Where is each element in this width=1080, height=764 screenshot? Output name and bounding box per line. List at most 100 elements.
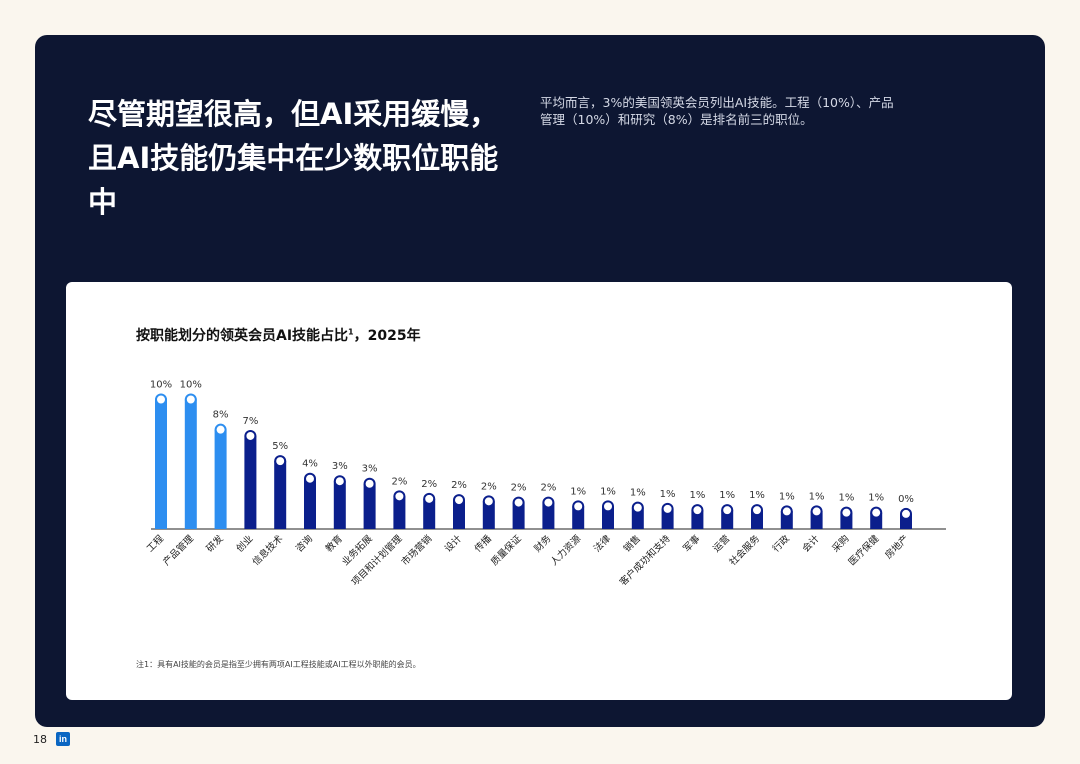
bar-cap-marker xyxy=(482,495,495,508)
category-label: 信息技术 xyxy=(250,532,286,568)
data-label: 10% xyxy=(150,380,172,391)
bar-cap-marker xyxy=(691,504,704,517)
data-label: 1% xyxy=(689,490,705,501)
data-label: 2% xyxy=(511,483,527,494)
bar-cap-marker xyxy=(900,507,912,520)
category-label: 设计 xyxy=(442,532,464,554)
bar-cap-marker xyxy=(661,502,674,515)
bar xyxy=(542,502,555,529)
bar-cap-marker xyxy=(423,492,436,505)
bar-cap-marker xyxy=(155,393,167,406)
chart-title-footnote-mark: 1 xyxy=(348,327,354,337)
category-label: 军事 xyxy=(681,532,703,554)
page-headline: 尽管期望很高，但AI采用缓慢，且AI技能仍集中在少数职位职能中 xyxy=(88,97,499,219)
data-label: 10% xyxy=(180,380,202,391)
bar xyxy=(423,498,436,529)
data-label: 2% xyxy=(451,480,467,491)
bar xyxy=(512,502,525,529)
bar xyxy=(393,496,406,529)
bar-cap-marker xyxy=(184,393,197,406)
data-label: 1% xyxy=(719,490,735,501)
bar xyxy=(304,478,316,529)
bar-cap-marker xyxy=(602,500,614,513)
category-label: 医疗保健 xyxy=(846,532,882,568)
bar xyxy=(631,507,644,529)
data-label: 2% xyxy=(391,476,407,487)
bar xyxy=(453,500,465,529)
category-label: 客户成功和支持 xyxy=(617,532,673,588)
data-label: 7% xyxy=(242,416,258,427)
bar xyxy=(155,399,167,529)
chart-title: 按职能划分的领英会员AI技能占比1，2025年 xyxy=(136,325,421,345)
data-label: 2% xyxy=(540,483,556,494)
page-number: 18 xyxy=(33,733,47,746)
category-label: 社会服务 xyxy=(727,532,763,568)
category-label: 会计 xyxy=(800,532,822,554)
bar-chart: 10%工程10%产品管理8%研发7%创业5%信息技术4%咨询3%教育3%业务拓展… xyxy=(145,380,946,588)
bar-cap-marker xyxy=(333,475,346,488)
data-label: 1% xyxy=(749,490,765,501)
bar xyxy=(482,501,495,529)
bar-cap-marker xyxy=(631,501,644,514)
data-label: 1% xyxy=(809,491,825,502)
category-label: 法律 xyxy=(591,532,613,554)
data-label: 2% xyxy=(481,481,497,492)
category-label: 人力资源 xyxy=(548,532,584,568)
category-label: 教育 xyxy=(323,533,345,555)
category-label: 销售 xyxy=(621,533,643,555)
category-label: 房地产 xyxy=(882,533,911,562)
bar xyxy=(363,483,376,529)
data-label: 1% xyxy=(838,493,854,504)
bar-cap-marker xyxy=(572,500,585,513)
bar xyxy=(602,506,614,529)
data-label: 8% xyxy=(213,410,229,421)
data-label: 1% xyxy=(779,491,795,502)
category-label: 市场营销 xyxy=(399,532,435,568)
bar-cap-marker xyxy=(780,505,793,518)
data-label: 2% xyxy=(421,479,437,490)
data-label: 5% xyxy=(272,441,288,452)
bar-cap-marker xyxy=(393,490,406,503)
category-label: 传播 xyxy=(472,532,494,554)
bar-cap-marker xyxy=(810,505,823,518)
bar-cap-marker xyxy=(304,472,316,485)
category-label: 运营 xyxy=(710,533,732,555)
data-label: 1% xyxy=(570,486,586,497)
category-label: 项目和计划管理 xyxy=(349,532,405,588)
category-label: 产品管理 xyxy=(161,532,197,568)
bar-cap-marker xyxy=(214,423,227,436)
bar xyxy=(244,435,257,529)
bar-cap-marker xyxy=(244,429,257,442)
category-label: 研发 xyxy=(204,532,226,554)
category-label: 财务 xyxy=(532,532,554,554)
category-label: 采购 xyxy=(830,533,852,555)
chart-title-main: 按职能划分的领英会员AI技能占比 xyxy=(136,328,349,344)
bar-cap-marker xyxy=(512,496,525,509)
data-label: 4% xyxy=(302,459,318,470)
category-label: 工程 xyxy=(145,533,167,555)
bar xyxy=(572,506,585,529)
data-label: 1% xyxy=(868,493,884,504)
data-label: 3% xyxy=(332,461,348,472)
category-label: 咨询 xyxy=(293,533,315,555)
bar-cap-marker xyxy=(751,504,763,517)
bar xyxy=(333,481,346,529)
bar xyxy=(214,429,227,529)
data-label: 3% xyxy=(362,464,378,475)
data-label: 0% xyxy=(898,494,914,505)
data-label: 1% xyxy=(630,488,646,499)
category-label: 行政 xyxy=(770,532,792,554)
category-label: 质量保证 xyxy=(488,532,524,568)
category-label: 创业 xyxy=(234,533,256,555)
bar xyxy=(274,461,287,529)
bar-cap-marker xyxy=(453,494,465,507)
chart-title-year: ，2025年 xyxy=(353,328,421,344)
bar-cap-marker xyxy=(542,496,555,509)
bar xyxy=(184,399,197,529)
bar-cap-marker xyxy=(721,504,734,517)
data-label: 1% xyxy=(600,486,616,497)
bar-cap-marker xyxy=(274,455,287,468)
bar-cap-marker xyxy=(840,506,853,519)
footnote: 注1：具有AI技能的会员是指至少拥有两项AI工程技能或AI工程以外职能的会员。 xyxy=(136,660,421,669)
linkedin-logo-icon: in xyxy=(56,732,70,746)
